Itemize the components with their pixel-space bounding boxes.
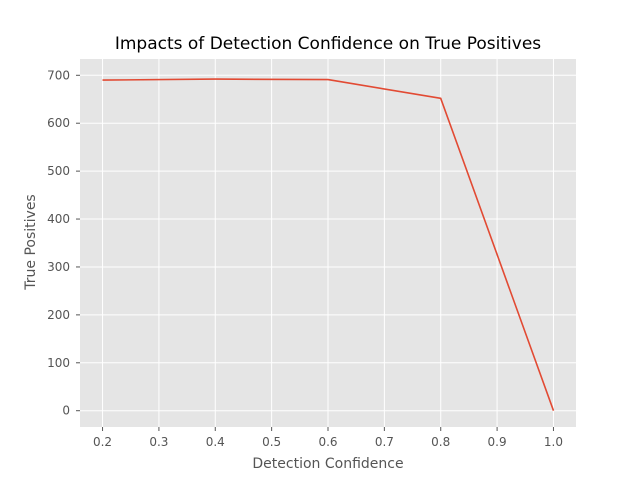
y-axis-title: True Positives (23, 194, 39, 290)
y-tick-label: 500 (47, 164, 70, 178)
y-tick-label: 0 (62, 404, 70, 418)
x-tick-label: 0.8 (431, 435, 450, 449)
x-tick-label: 0.2 (93, 435, 112, 449)
y-tick-label: 100 (47, 356, 70, 370)
x-tick-label: 0.4 (206, 435, 225, 449)
x-tick-label: 1.0 (544, 435, 563, 449)
y-tick-label: 600 (47, 116, 70, 130)
chart-title: Impacts of Detection Confidence on True … (115, 34, 541, 54)
y-tick-label: 400 (47, 212, 70, 226)
ticks: 0.2 0.3 0.4 0.5 0.6 0.7 0.8 0.9 1.0 0 100 200 300 400… (47, 68, 563, 449)
x-tick-label: 0.7 (375, 435, 394, 449)
y-tick-label: 200 (47, 308, 70, 322)
x-tick-label: 0.5 (262, 435, 281, 449)
grid (80, 59, 576, 427)
y-tick-label: 700 (47, 68, 70, 82)
x-tick-label: 0.3 (149, 435, 168, 449)
x-axis-title: Detection Confidence (252, 456, 403, 472)
series (102, 78, 555, 411)
x-tick-label: 0.6 (318, 435, 337, 449)
x-tick-label: 0.9 (488, 435, 507, 449)
y-tick-label: 300 (47, 260, 70, 274)
